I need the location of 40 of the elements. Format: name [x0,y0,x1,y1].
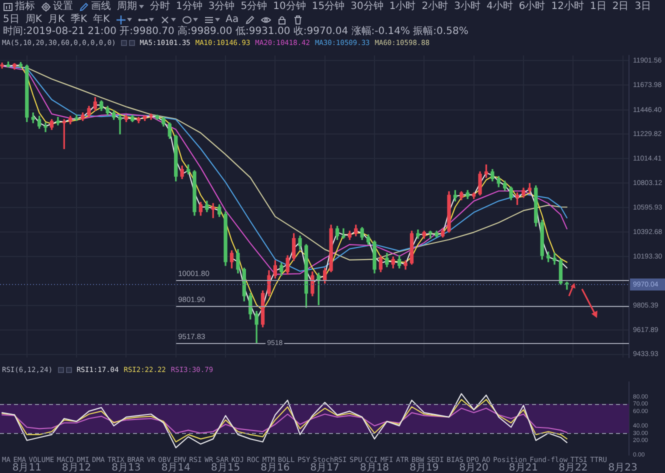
x-tick-label: 8月21 [508,462,538,473]
x-tick-label: 8月16 [260,462,290,473]
text: 3分钟 [208,0,235,13]
text: 15分钟 [312,0,345,13]
text: 季K [70,13,88,26]
text: 指标 [15,0,35,13]
x-tick-label: 8月12 [62,462,92,473]
text: 画线 [91,0,111,13]
text: 设置 [53,0,73,13]
text: 1分钟 [176,0,202,13]
text: 30分钟 [350,0,384,13]
text: 10分钟 [273,0,306,13]
text: 1小时 [389,0,416,13]
x-tick-label: 8月17 [310,462,340,473]
text: 分时 [150,0,170,13]
x-tick-label: 8月20 [459,462,488,473]
text: 周期 [117,0,137,13]
x-tick-label: 8月23 [608,462,638,473]
text: 3小时 [454,0,480,13]
x-tick-label: 8月11 [12,462,42,473]
text: Aa [226,13,239,26]
text: 年K [93,13,110,26]
text: 3日 [634,0,652,13]
text: 2小时 [422,0,448,13]
x-tick-label: 8月15 [210,462,240,473]
x-tick-label: 8月18 [360,462,390,473]
text: 月K [48,13,64,26]
x-tick-label: 8月13 [112,462,141,473]
x-tick-label: 8月22 [558,462,588,473]
text: 1日 [590,0,606,13]
text: 12小时 [551,0,584,13]
chart-subtitle: 时间:2019-08-21 21:00 开:9980.70 高:9989.00 低:9931.00 收:9970.04 涨幅:-0.14% 振幅:0.58% [3,26,468,38]
text: 6小时 [518,0,546,13]
text: 周K [25,13,42,26]
text: 5分钟 [240,0,268,13]
x-tick-label: 8月14 [161,462,190,473]
x-tick-label: 8月19 [410,462,439,473]
text: 2日 [612,0,629,13]
text: 4小时 [486,0,513,13]
text: 5日 [3,13,20,26]
